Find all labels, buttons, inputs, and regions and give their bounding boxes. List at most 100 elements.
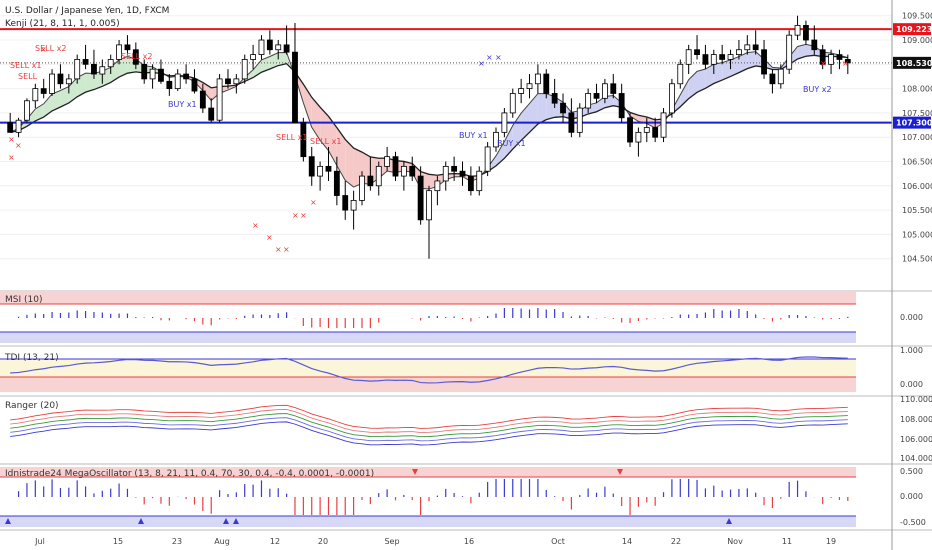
candle	[643, 117, 650, 143]
price-tick: 109.000	[902, 36, 932, 45]
price-tick: 107.000	[902, 133, 932, 142]
kenji-segment	[705, 64, 714, 89]
kenji-segment	[43, 93, 53, 118]
mega-buy-arrow	[223, 518, 229, 524]
candle	[367, 156, 374, 191]
candle	[844, 54, 851, 75]
price-tick: 106.000	[902, 182, 932, 191]
price-axis[interactable]: 109.500109.000108.500108.000107.500107.0…	[902, 12, 932, 264]
msi-panel[interactable]: MSI (10) 0.000	[0, 290, 932, 343]
mega-sell-arrow	[412, 469, 418, 475]
candle	[828, 49, 834, 75]
candle	[601, 78, 608, 104]
time-tick: Aug	[214, 537, 230, 546]
ranger-panel[interactable]: Ranger (20) 110.000 108.000 106.000 104.…	[0, 395, 932, 463]
price-tick: 108.000	[902, 85, 932, 94]
candle	[459, 161, 466, 186]
signal-x-mark: ×	[820, 59, 827, 68]
candle	[400, 161, 407, 191]
kenji-segment	[697, 69, 706, 93]
candle	[65, 74, 72, 94]
mega-title: Idnistrade24 MegaOscillator (13, 8, 21, …	[5, 469, 374, 479]
candle	[342, 180, 349, 220]
candle	[769, 69, 776, 94]
candle	[199, 83, 206, 113]
tdi-tick-lo: 0.000	[900, 380, 923, 389]
candle	[736, 40, 742, 60]
candle	[91, 49, 97, 79]
candle	[702, 44, 709, 70]
kenji-segment	[596, 96, 605, 112]
time-tick: 12	[270, 537, 280, 546]
time-axis[interactable]: Jul 15 23 Aug 12 20 Sep 16 Oct 14 22 Nov 11 19	[34, 537, 836, 546]
candle	[57, 64, 64, 89]
mega-buy-arrow	[138, 518, 144, 524]
candle	[216, 74, 223, 123]
candle	[384, 146, 391, 172]
signals: SELL x2 SELL x1 SELL SELL x2 BUY x1 SELL…	[8, 44, 849, 254]
time-tick: Jul	[34, 537, 45, 546]
candle	[225, 69, 231, 89]
candle	[241, 54, 248, 84]
signal-x-mark: ×	[8, 153, 15, 162]
kenji-segment	[85, 73, 94, 93]
price-tick: 104.500	[902, 255, 932, 264]
candle	[685, 44, 692, 75]
candle	[509, 88, 516, 118]
candle	[803, 20, 809, 45]
candle	[501, 108, 508, 138]
candle	[426, 185, 432, 259]
main-panel[interactable]	[0, 0, 892, 289]
price-tick: 106.500	[902, 158, 932, 167]
candle	[593, 83, 600, 104]
candle	[233, 74, 240, 94]
candle	[132, 42, 139, 70]
candle	[116, 40, 122, 65]
mega-panel[interactable]: Idnistrade24 MegaOscillator (13, 8, 21, …	[0, 463, 932, 527]
candle	[811, 25, 818, 55]
signal-x-mark: ×	[292, 211, 299, 220]
candle	[99, 59, 106, 84]
mega-buy-arrow	[233, 518, 239, 524]
kenji-segment	[797, 44, 806, 59]
time-tick: 19	[826, 537, 836, 546]
signal-buy-x1-c: BUY x1	[497, 139, 526, 148]
ranger-tick-106: 106.000	[900, 435, 932, 444]
kenji-segment	[722, 59, 731, 81]
candle	[534, 64, 541, 94]
price-tick: 107.500	[902, 109, 932, 118]
candle	[467, 166, 474, 196]
mega-tick-hi: 0.500	[900, 467, 923, 476]
time-tick: Sep	[384, 537, 399, 546]
candle	[15, 117, 22, 138]
candle	[434, 176, 441, 206]
signal-markers: ××××××× ×× ×××× ×× ×	[8, 45, 849, 254]
candle	[727, 49, 734, 70]
candle	[191, 69, 198, 94]
kenji-legend: Kenji (21, 8, 11, 1, 0.005)	[5, 19, 120, 29]
signal-x-mark: ×	[40, 45, 47, 54]
signal-x-mark: ×	[842, 59, 849, 68]
tdi-tick-hi: 1.000	[900, 346, 923, 355]
candle	[409, 156, 416, 181]
candle	[710, 49, 717, 75]
candle	[836, 49, 843, 70]
tdi-panel[interactable]: TDI (13, 21) 1.000 0.000	[0, 345, 932, 392]
chart-title: U.S. Dollar / Japanese Yen, 1D, FXCM	[5, 6, 169, 16]
candle	[786, 30, 793, 75]
grid-lines	[0, 15, 892, 260]
candle	[618, 83, 625, 123]
badge-upper: 109.223	[893, 23, 932, 36]
kenji-segment	[261, 56, 270, 73]
candle	[283, 25, 290, 55]
kenji-segment	[336, 127, 346, 181]
badge-lower: 107.300	[893, 116, 932, 129]
time-tick: 14	[622, 537, 632, 546]
candle	[744, 35, 751, 55]
candle	[32, 83, 39, 109]
ranger-band	[10, 421, 848, 446]
ranger-band	[10, 413, 848, 438]
kenji-segment	[320, 107, 329, 151]
candle	[819, 44, 826, 70]
